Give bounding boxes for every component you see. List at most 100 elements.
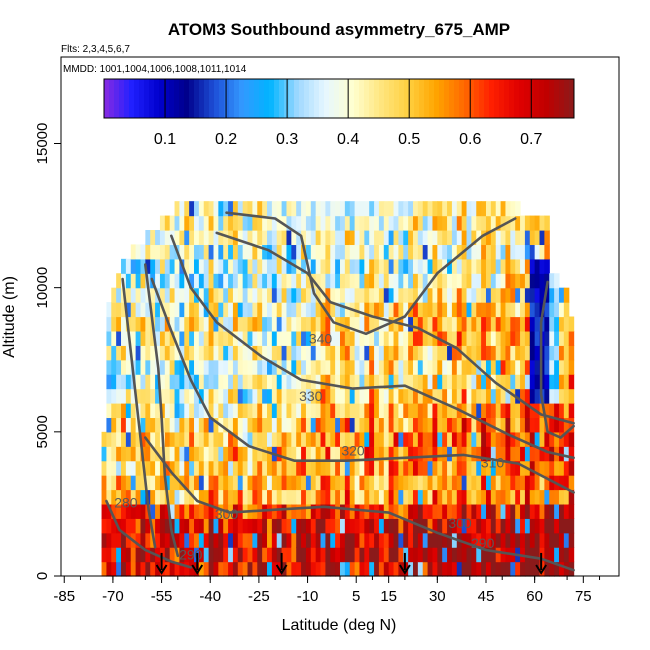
heatmap-cell <box>524 388 531 404</box>
heatmap-cell <box>145 359 151 375</box>
heatmap-cell <box>325 330 331 346</box>
heatmap-cell <box>456 446 463 462</box>
heatmap-cell <box>393 460 399 476</box>
heatmap-cell <box>208 359 215 375</box>
heatmap-cell <box>563 388 570 404</box>
heatmap-cell <box>471 388 477 404</box>
heatmap-cell <box>276 302 283 318</box>
heatmap-cell <box>558 388 565 404</box>
heatmap-cell <box>101 547 108 563</box>
heatmap-cell <box>286 201 292 217</box>
heatmap-cell <box>291 287 297 303</box>
heatmap-cell <box>286 302 292 318</box>
heatmap-cell <box>378 489 385 505</box>
heatmap-cell <box>140 287 146 303</box>
heatmap-cell <box>301 417 307 433</box>
colorbar-segment <box>114 79 120 118</box>
heatmap-cell <box>529 431 536 447</box>
heatmap-cell <box>378 330 385 346</box>
heatmap-cell <box>510 475 516 491</box>
heatmap-cell <box>305 244 312 260</box>
heatmap-cell <box>267 561 273 577</box>
heatmap-cell <box>121 403 127 419</box>
heatmap-cell <box>437 230 443 246</box>
heatmap-cell <box>208 244 215 260</box>
heatmap-cell <box>247 273 254 289</box>
heatmap-cell <box>281 273 288 289</box>
heatmap-cell <box>116 446 122 462</box>
heatmap-cell <box>378 460 385 476</box>
x-tick-label: -85 <box>53 588 75 605</box>
heatmap-cell <box>510 330 516 346</box>
heatmap-cell <box>116 330 122 346</box>
colorbar-segment <box>124 79 130 118</box>
heatmap-cell <box>247 431 254 447</box>
heatmap-cell <box>276 244 283 260</box>
heatmap-cell <box>417 446 424 462</box>
heatmap-cell <box>174 374 181 390</box>
heatmap-cell <box>481 258 487 274</box>
heatmap-cell <box>476 561 482 577</box>
heatmap-cell <box>310 561 317 577</box>
heatmap-cell <box>520 518 526 534</box>
heatmap-cell <box>335 403 341 419</box>
heatmap-cell <box>310 503 317 519</box>
heatmap-cell <box>135 273 142 289</box>
colorbar-segment <box>554 79 560 118</box>
heatmap-cell <box>257 273 263 289</box>
heatmap-cell <box>442 374 448 390</box>
colorbar-segment <box>219 79 225 118</box>
heatmap-cell <box>403 388 409 404</box>
heatmap-cell <box>539 230 545 246</box>
heatmap-cell <box>403 330 409 346</box>
heatmap-cell <box>529 446 536 462</box>
heatmap-cell <box>451 417 458 433</box>
heatmap-cell <box>510 359 516 375</box>
heatmap-cell <box>106 446 112 462</box>
contour-line <box>150 277 575 494</box>
contour-line <box>105 499 193 569</box>
flight-arrow <box>399 552 411 575</box>
heatmap-cell <box>135 388 142 404</box>
heatmap-cell <box>150 359 156 375</box>
heatmap-cell <box>252 201 258 217</box>
heatmap-cell <box>315 518 322 534</box>
heatmap-cell <box>169 460 176 476</box>
heatmap-cell <box>466 258 472 274</box>
heatmap-cell <box>412 547 419 563</box>
heatmap-cell <box>451 230 458 246</box>
heatmap-cell <box>490 475 497 491</box>
heatmap-cell <box>476 345 482 361</box>
colorbar-segment <box>559 79 565 118</box>
heatmap-cell <box>456 330 463 346</box>
heatmap-cell <box>558 316 565 332</box>
heatmap-cell <box>354 345 361 361</box>
heatmap-cell <box>315 201 322 217</box>
heatmap-cell <box>520 345 526 361</box>
heatmap-cell <box>340 489 346 505</box>
heatmap-cell <box>155 518 161 534</box>
heatmap-cell <box>364 547 370 563</box>
heatmap-cell <box>164 302 171 318</box>
heatmap-cell <box>408 547 414 563</box>
heatmap-cell <box>544 403 550 419</box>
heatmap-cell <box>237 403 244 419</box>
heatmap-cell <box>145 388 151 404</box>
heatmap-cell <box>121 316 127 332</box>
colorbar-segment <box>344 79 350 118</box>
heatmap-cell <box>500 230 507 246</box>
heatmap-cell <box>442 446 448 462</box>
colorbar-segment <box>214 79 220 118</box>
heatmap-cell <box>378 417 385 433</box>
heatmap-cell <box>417 258 424 274</box>
heatmap-cell <box>500 201 507 217</box>
contour-label: 300 <box>215 506 239 522</box>
heatmap-cell <box>417 215 424 231</box>
heatmap-cell <box>471 561 477 577</box>
heatmap-cell <box>374 302 380 318</box>
heatmap-cell <box>257 561 263 577</box>
heatmap-cell <box>539 489 545 505</box>
heatmap-cell <box>315 302 322 318</box>
heatmap-cell <box>393 489 399 505</box>
heatmap-cell <box>301 230 307 246</box>
